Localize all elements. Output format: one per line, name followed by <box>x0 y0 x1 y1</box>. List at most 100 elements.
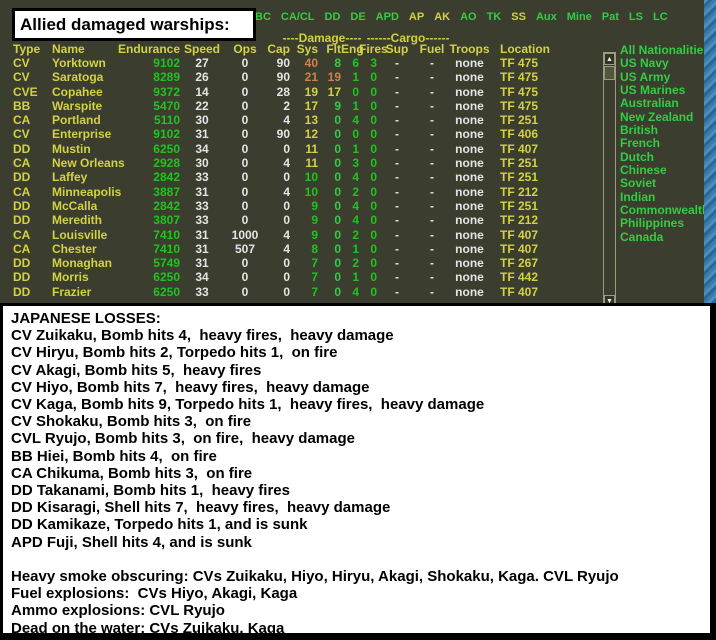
ship-row-enterprise[interactable]: CV Enterprise 9102 31 0 90 12 0 0 0- - none TF 406 <box>0 127 600 141</box>
column-header-sup: Sup <box>385 42 409 56</box>
cell-sup: - <box>395 241 399 256</box>
cell-fires: 0 <box>370 241 377 256</box>
scrollbar-up-button[interactable]: ▲ <box>604 53 615 65</box>
cell-sup: - <box>395 84 399 99</box>
loss-line: CV Hiryu, Bomb hits 2, Torpedo hits 1, o… <box>11 344 338 362</box>
nationality-philippines[interactable]: Philippines <box>620 216 685 231</box>
cell-ops: 0 <box>241 213 249 228</box>
nationality-us-navy[interactable]: US Navy <box>620 56 669 71</box>
menu-item-ca-cl[interactable]: CA/CL <box>280 11 315 23</box>
ship-row-mustin[interactable]: DD Mustin 6250 34 0 0 11 0 1 0- - none TF 407 <box>0 142 600 156</box>
ship-row-laffey[interactable]: DD Laffey 2842 33 0 0 10 0 4 0- - none TF 251 <box>0 170 600 184</box>
nationality-chinese[interactable]: Chinese <box>620 163 667 178</box>
menu-item-aux[interactable]: Aux <box>535 11 557 23</box>
cell-type: BB <box>13 98 31 113</box>
cell-sup: - <box>395 141 399 156</box>
ship-row-meredith[interactable]: DD Meredith 3807 33 0 0 9 0 4 0- - none TF 212 <box>0 213 600 227</box>
ship-row-yorktown[interactable]: CV Yorktown 9102 27 0 90 40 8 6 3 - - none TF 475 <box>0 56 600 70</box>
cell-eng: 4 <box>352 284 359 299</box>
cell-type: CV <box>13 56 30 70</box>
nationality-french[interactable]: French <box>620 136 661 151</box>
cell-eng: 6 <box>352 56 359 70</box>
nationality-australian[interactable]: Australian <box>620 96 679 111</box>
cell-troops: none <box>455 256 484 271</box>
cell-sup: - <box>395 198 399 213</box>
cell-ops: 0 <box>241 98 249 113</box>
menu-item-de[interactable]: DE <box>350 11 366 23</box>
cell-troops: none <box>455 198 484 213</box>
cell-cap: 28 <box>276 84 290 99</box>
summary-line: Heavy smoke obscuring: CVs Zuikaku, Hiyo… <box>11 568 619 586</box>
menu-item-ap[interactable]: AP <box>408 11 425 23</box>
ship-row-copahee[interactable]: CVE Copahee 9372 14 0 28 19 17 0 0- - none TF 475 <box>0 85 600 99</box>
menu-item-ls[interactable]: LS <box>628 11 643 23</box>
cell-sys: 40 <box>304 56 318 70</box>
ship-row-minneapolis[interactable]: CA Minneapolis 3887 31 0 4 10 0 2 0- - none TF 212 <box>0 185 600 199</box>
cell-fires: 3 <box>370 56 377 70</box>
nationality-dutch[interactable]: Dutch <box>620 149 654 164</box>
cell-fuel: - <box>430 98 434 113</box>
nationality-soviet[interactable]: Soviet <box>620 176 657 191</box>
ship-row-warspite[interactable]: BB Warspite 5470 22 0 2 17 9 1 0- - none TF 475 <box>0 99 600 113</box>
cell-sup: - <box>395 170 399 185</box>
cell-speed: 33 <box>195 284 209 299</box>
cell-sys: 9 <box>311 213 318 228</box>
ship-row-morris[interactable]: DD Morris 6250 34 0 0 7 0 1 0- - none TF 442 <box>0 270 600 284</box>
cell-fires: 0 <box>370 141 377 156</box>
cell-flt: 9 <box>334 98 341 113</box>
cell-flt: 0 <box>334 184 341 199</box>
cell-type: CA <box>13 241 31 256</box>
ship-row-monaghan[interactable]: DD Monaghan 5749 31 0 0 7 0 2 0- - none TF 267 <box>0 256 600 270</box>
ship-row-portland[interactable]: CA Portland 5110 30 0 4 13 0 4 0- - none TF 251 <box>0 113 600 127</box>
ship-row-chester[interactable]: CA Chester 7410 31 507 4 8 0 1 0 - - none TF 407 <box>0 242 600 256</box>
nationality-british[interactable]: British <box>620 123 659 138</box>
column-header-location: Location <box>500 42 550 56</box>
nationality-us-marines[interactable]: US Marines <box>620 83 686 98</box>
page-title: Allied damaged warships: <box>20 14 230 34</box>
cell-sys: 11 <box>305 141 318 156</box>
nationality-commonwealth[interactable]: Commonwealth <box>620 203 710 218</box>
menu-item-dd[interactable]: DD <box>324 11 341 23</box>
nationality-us-army[interactable]: US Army <box>620 69 671 84</box>
cell-location: TF 475 <box>500 98 539 113</box>
cell-name: Minneapolis <box>52 184 122 199</box>
ship-row-louisville[interactable]: CA Louisville 7410 31 1000 4 9 0 2 0 - - none TF 407 <box>0 228 600 242</box>
menu-item-lc[interactable]: LC <box>652 11 668 23</box>
desktop-wallpaper-strip <box>704 0 716 303</box>
losses-lines: CV Zuikaku, Bomb hits 4, heavy fires, he… <box>11 327 710 637</box>
nationality-canada[interactable]: Canada <box>620 229 664 244</box>
cell-fuel: - <box>430 284 434 299</box>
cell-eng: 4 <box>352 170 359 185</box>
cell-endurance: 7410 <box>153 227 180 242</box>
menu-item-pat[interactable]: Pat <box>601 11 619 23</box>
cell-type: CV <box>13 127 30 142</box>
cell-endurance: 6250 <box>153 270 180 285</box>
menu-item-apd[interactable]: APD <box>375 11 399 23</box>
nationality-new-zealand[interactable]: New Zealand <box>620 109 694 124</box>
menu-item-ao[interactable]: AO <box>460 11 477 23</box>
ship-row-saratoga[interactable]: CV Saratoga 8289 26 0 90 21 19 1 0- - none TF 475 <box>0 70 600 84</box>
cell-cap: 0 <box>283 270 290 285</box>
menu-item-bc[interactable]: BC <box>255 11 271 23</box>
cell-troops: none <box>455 98 484 113</box>
cell-sup: - <box>395 256 399 271</box>
cell-sys: 19 <box>304 84 318 99</box>
menu-item-ss[interactable]: SS <box>511 11 526 23</box>
ship-row-frazier[interactable]: DD Frazier 6250 33 0 0 7 0 4 0- - none TF 407 <box>0 285 600 299</box>
scrollbar[interactable]: ▲ ▼ <box>603 52 616 308</box>
loss-line: CV Hiyo, Bomb hits 7, heavy fires, heavy… <box>11 378 370 396</box>
ship-row-mccalla[interactable]: DD McCalla 2842 33 0 0 9 0 4 0- - none TF 251 <box>0 199 600 213</box>
scrollbar-thumb[interactable] <box>604 66 615 80</box>
menu-item-tk[interactable]: TK <box>486 11 502 23</box>
cell-speed: 14 <box>195 84 209 99</box>
nationality-indian[interactable]: Indian <box>620 189 656 204</box>
menu-item-ak[interactable]: AK <box>434 11 451 23</box>
nationality-all-nationalities[interactable]: All Nationalities <box>620 43 711 57</box>
cell-type: DD <box>13 284 31 299</box>
ship-row-new-orleans[interactable]: CA New Orleans 2928 30 0 4 11 0 3 0- - none TF 251 <box>0 156 600 170</box>
cell-sys: 21 <box>304 70 318 85</box>
cell-fuel: - <box>430 113 434 128</box>
menu-item-mine[interactable]: Mine <box>566 11 592 23</box>
loss-line: DD Kamikaze, Torpedo hits 1, and is sunk <box>11 516 308 534</box>
cell-speed: 31 <box>195 127 209 142</box>
